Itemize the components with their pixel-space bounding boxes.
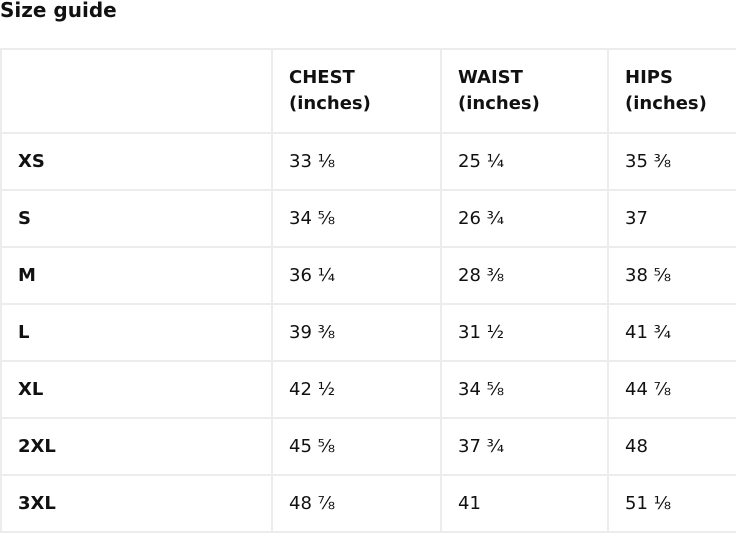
header-waist: WAIST (inches) [440, 48, 609, 134]
table-row: XL 42 ½ 34 ⅝ 44 ⅞ [0, 360, 736, 419]
size-label: 3XL [0, 474, 273, 533]
measurement-cell: 33 ⅛ [271, 132, 442, 191]
measurement-cell: 41 [440, 474, 609, 533]
table-row: 3XL 48 ⅞ 41 51 ⅛ [0, 474, 736, 533]
measurement-cell: 51 ⅛ [607, 474, 736, 533]
measurement-cell: 31 ½ [440, 303, 609, 362]
header-label: CHEST [289, 67, 355, 88]
header-unit: (inches) [625, 93, 707, 114]
measurement-cell: 37 ¾ [440, 417, 609, 476]
table-header-row: CHEST (inches) WAIST (inches) HIPS (inches) [0, 48, 736, 134]
size-guide-table: CHEST (inches) WAIST (inches) HIPS (inches) X… [0, 48, 736, 533]
measurement-cell: 28 ⅜ [440, 246, 609, 305]
size-label: L [0, 303, 273, 362]
header-unit: (inches) [289, 93, 371, 114]
header-hips: HIPS (inches) [607, 48, 736, 134]
measurement-cell: 41 ¾ [607, 303, 736, 362]
table-row: S 34 ⅝ 26 ¾ 37 [0, 189, 736, 248]
header-unit: (inches) [458, 93, 540, 114]
measurement-cell: 25 ¼ [440, 132, 609, 191]
size-label: XL [0, 360, 273, 419]
size-label: S [0, 189, 273, 248]
measurement-cell: 42 ½ [271, 360, 442, 419]
measurement-cell: 48 [607, 417, 736, 476]
page-title: Size guide [0, 0, 117, 22]
header-chest: CHEST (inches) [271, 48, 442, 134]
table-row: 2XL 45 ⅝ 37 ¾ 48 [0, 417, 736, 476]
header-label: HIPS [625, 67, 673, 88]
measurement-cell: 39 ⅜ [271, 303, 442, 362]
size-label: 2XL [0, 417, 273, 476]
table-row: M 36 ¼ 28 ⅜ 38 ⅝ [0, 246, 736, 305]
measurement-cell: 26 ¾ [440, 189, 609, 248]
measurement-cell: 34 ⅝ [440, 360, 609, 419]
measurement-cell: 35 ⅜ [607, 132, 736, 191]
table-row: XS 33 ⅛ 25 ¼ 35 ⅜ [0, 132, 736, 191]
measurement-cell: 48 ⅞ [271, 474, 442, 533]
measurement-cell: 38 ⅝ [607, 246, 736, 305]
measurement-cell: 36 ¼ [271, 246, 442, 305]
header-label: WAIST [458, 67, 523, 88]
size-label: XS [0, 132, 273, 191]
measurement-cell: 37 [607, 189, 736, 248]
measurement-cell: 45 ⅝ [271, 417, 442, 476]
table-row: L 39 ⅜ 31 ½ 41 ¾ [0, 303, 736, 362]
size-label: M [0, 246, 273, 305]
measurement-cell: 34 ⅝ [271, 189, 442, 248]
measurement-cell: 44 ⅞ [607, 360, 736, 419]
header-size [0, 48, 273, 134]
